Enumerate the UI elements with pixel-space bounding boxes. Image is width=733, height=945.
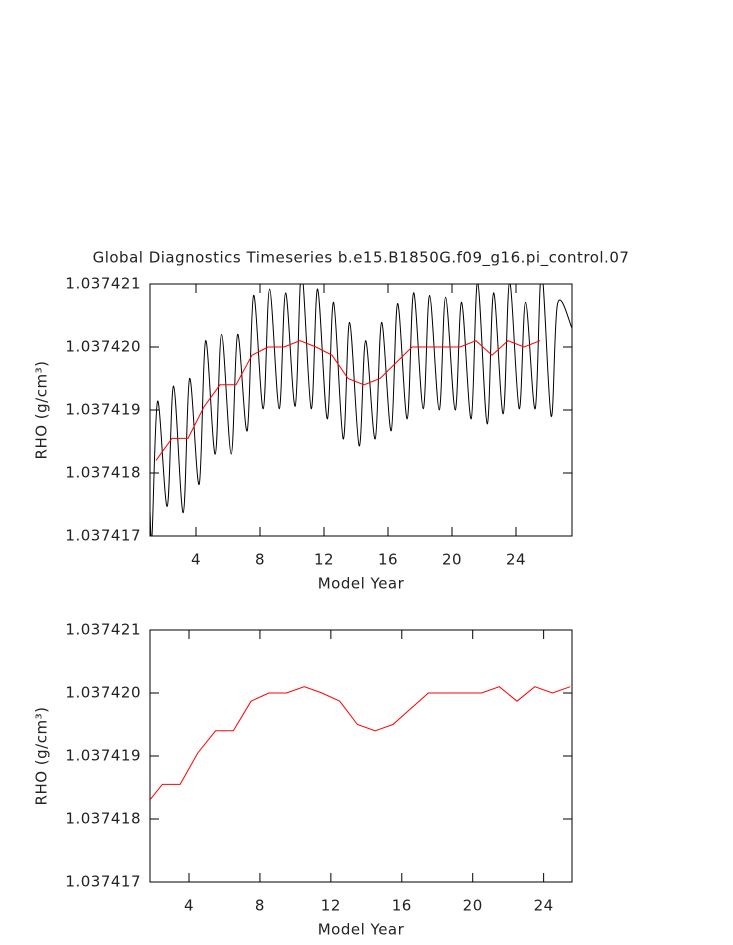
x-axis-label: Model Year: [318, 921, 405, 939]
x-tick-label: 12: [314, 551, 334, 569]
y-tick-label: 1.037418: [65, 464, 141, 482]
y-tick-label: 1.037421: [65, 275, 141, 293]
y-tick-label: 1.037420: [65, 338, 141, 356]
y-tick-label: 1.037419: [65, 401, 141, 419]
y-tick-label: 1.037418: [65, 810, 141, 828]
x-tick-label: 20: [442, 551, 462, 569]
x-tick-label: 8: [255, 897, 265, 915]
chart-title: Global Diagnostics Timeseries b.e15.B185…: [93, 249, 630, 268]
plot-frame: [149, 629, 573, 883]
y-axis-label: RHO (g/cm³): [33, 707, 51, 806]
x-tick-label: 16: [378, 551, 398, 569]
series-line: [150, 686, 571, 801]
series-line: [155, 340, 541, 461]
x-tick-label: 16: [392, 897, 412, 915]
y-tick-label: 1.037421: [65, 621, 141, 639]
x-tick-label: 8: [255, 551, 265, 569]
x-tick-label: 24: [506, 551, 526, 569]
y-tick-label: 1.037417: [65, 873, 141, 891]
y-tick-label: 1.037420: [65, 684, 141, 702]
x-tick-label: 4: [184, 897, 194, 915]
series-line: [150, 284, 572, 536]
x-tick-label: 24: [534, 897, 554, 915]
y-axis-label: RHO (g/cm³): [33, 361, 51, 460]
x-tick-label: 12: [321, 897, 341, 915]
x-axis-label: Model Year: [318, 575, 405, 593]
x-tick-label: 4: [191, 551, 201, 569]
x-tick-label: 20: [463, 897, 483, 915]
y-tick-label: 1.037417: [65, 527, 141, 545]
plot-frame: [149, 283, 573, 537]
y-tick-label: 1.037419: [65, 747, 141, 765]
